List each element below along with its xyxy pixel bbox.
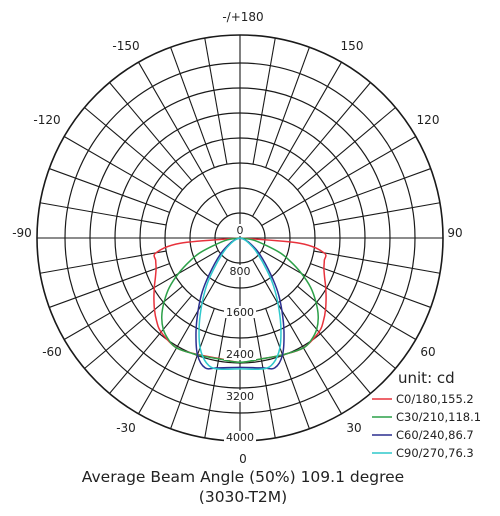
grid-spoke [287, 82, 371, 181]
radial-tick-backing [224, 348, 256, 360]
radial-tick-label: 3200 [226, 390, 254, 403]
radial-tick-backing [224, 390, 256, 402]
angle-label: 0 [239, 452, 247, 466]
angle-label: -150 [112, 39, 139, 53]
series-curves [153, 237, 327, 371]
grid-spoke [297, 285, 396, 369]
angle-label: 60 [420, 345, 435, 359]
grid-spoke [49, 263, 170, 308]
grid-spoke [310, 263, 431, 308]
angle-label: 90 [447, 226, 462, 240]
grid-spoke [265, 308, 310, 429]
grid-spoke [109, 295, 193, 394]
legend-entry: C60/240,86.7 [396, 428, 474, 442]
grid-spoke [49, 168, 170, 213]
grid-spoke [252, 311, 276, 439]
radial-tick-labels: 0 800 1600 2400 3200 4000 [224, 224, 256, 444]
grid-spoke [261, 136, 417, 226]
angle-label: 120 [417, 113, 440, 127]
radial-tick-label: 2400 [226, 348, 254, 361]
legend-entry: C90/270,76.3 [396, 446, 474, 460]
series-line-3 [195, 237, 285, 370]
grid-spoke [313, 202, 441, 226]
grid-spoke [252, 259, 342, 415]
radial-tick-backing [224, 431, 256, 443]
legend-entry: C0/180,155.2 [396, 392, 474, 406]
grid-spoke [297, 107, 396, 191]
grid-spoke [84, 285, 183, 369]
angle-label: 150 [341, 39, 364, 53]
radial-tick-label: 4000 [226, 431, 254, 444]
angle-label: -120 [33, 113, 60, 127]
grid-spoke [84, 107, 183, 191]
grid-spoke [204, 311, 228, 439]
grid-spoke [252, 61, 342, 217]
grid-spoke [39, 250, 167, 274]
radial-tick-backing [227, 265, 253, 277]
grid-spoke [252, 37, 276, 165]
angle-label: -30 [116, 421, 136, 435]
grid-spoke [265, 47, 310, 168]
grid-spoke [204, 37, 228, 165]
grid-spoke [138, 61, 228, 217]
chart-caption-line1: Average Beam Angle (50%) 109.1 degree [82, 468, 404, 486]
angle-label: -90 [12, 226, 32, 240]
legend-entry: C30/210,118.1 [396, 410, 481, 424]
radial-tick-backing [224, 306, 256, 318]
polar-grid [36, 34, 444, 442]
grid-spoke [170, 47, 215, 168]
radial-tick-label: 1600 [226, 306, 254, 319]
grid-spoke [313, 250, 441, 274]
grid-spoke [310, 168, 431, 213]
series-line-2 [161, 237, 319, 364]
grid-spoke [109, 82, 193, 181]
radial-tick-label: 0 [237, 224, 244, 237]
grid-spoke [138, 259, 228, 415]
legend: C0/180,155.2 C30/210,118.1 C60/240,86.7 C90… [372, 392, 481, 460]
grid-spoke [63, 250, 219, 340]
series-line-4 [198, 237, 282, 371]
grid-spoke [63, 136, 219, 226]
grid-spoke [261, 250, 417, 340]
angle-label: -60 [42, 345, 62, 359]
unit-label: unit: cd [398, 369, 455, 387]
chart-caption-line2: (3030-T2M) [199, 488, 287, 506]
angle-tick-labels: -/+180 150 -150 120 -120 90 -90 60 -60 30 -30 0 [12, 10, 462, 466]
grid-spoke [39, 202, 167, 226]
angle-label: 30 [346, 421, 361, 435]
angle-label: -/+180 [222, 10, 263, 24]
grid-spoke [170, 308, 215, 429]
radial-tick-backing [234, 224, 246, 236]
grid-spoke [287, 295, 371, 394]
radial-tick-label: 800 [230, 265, 251, 278]
